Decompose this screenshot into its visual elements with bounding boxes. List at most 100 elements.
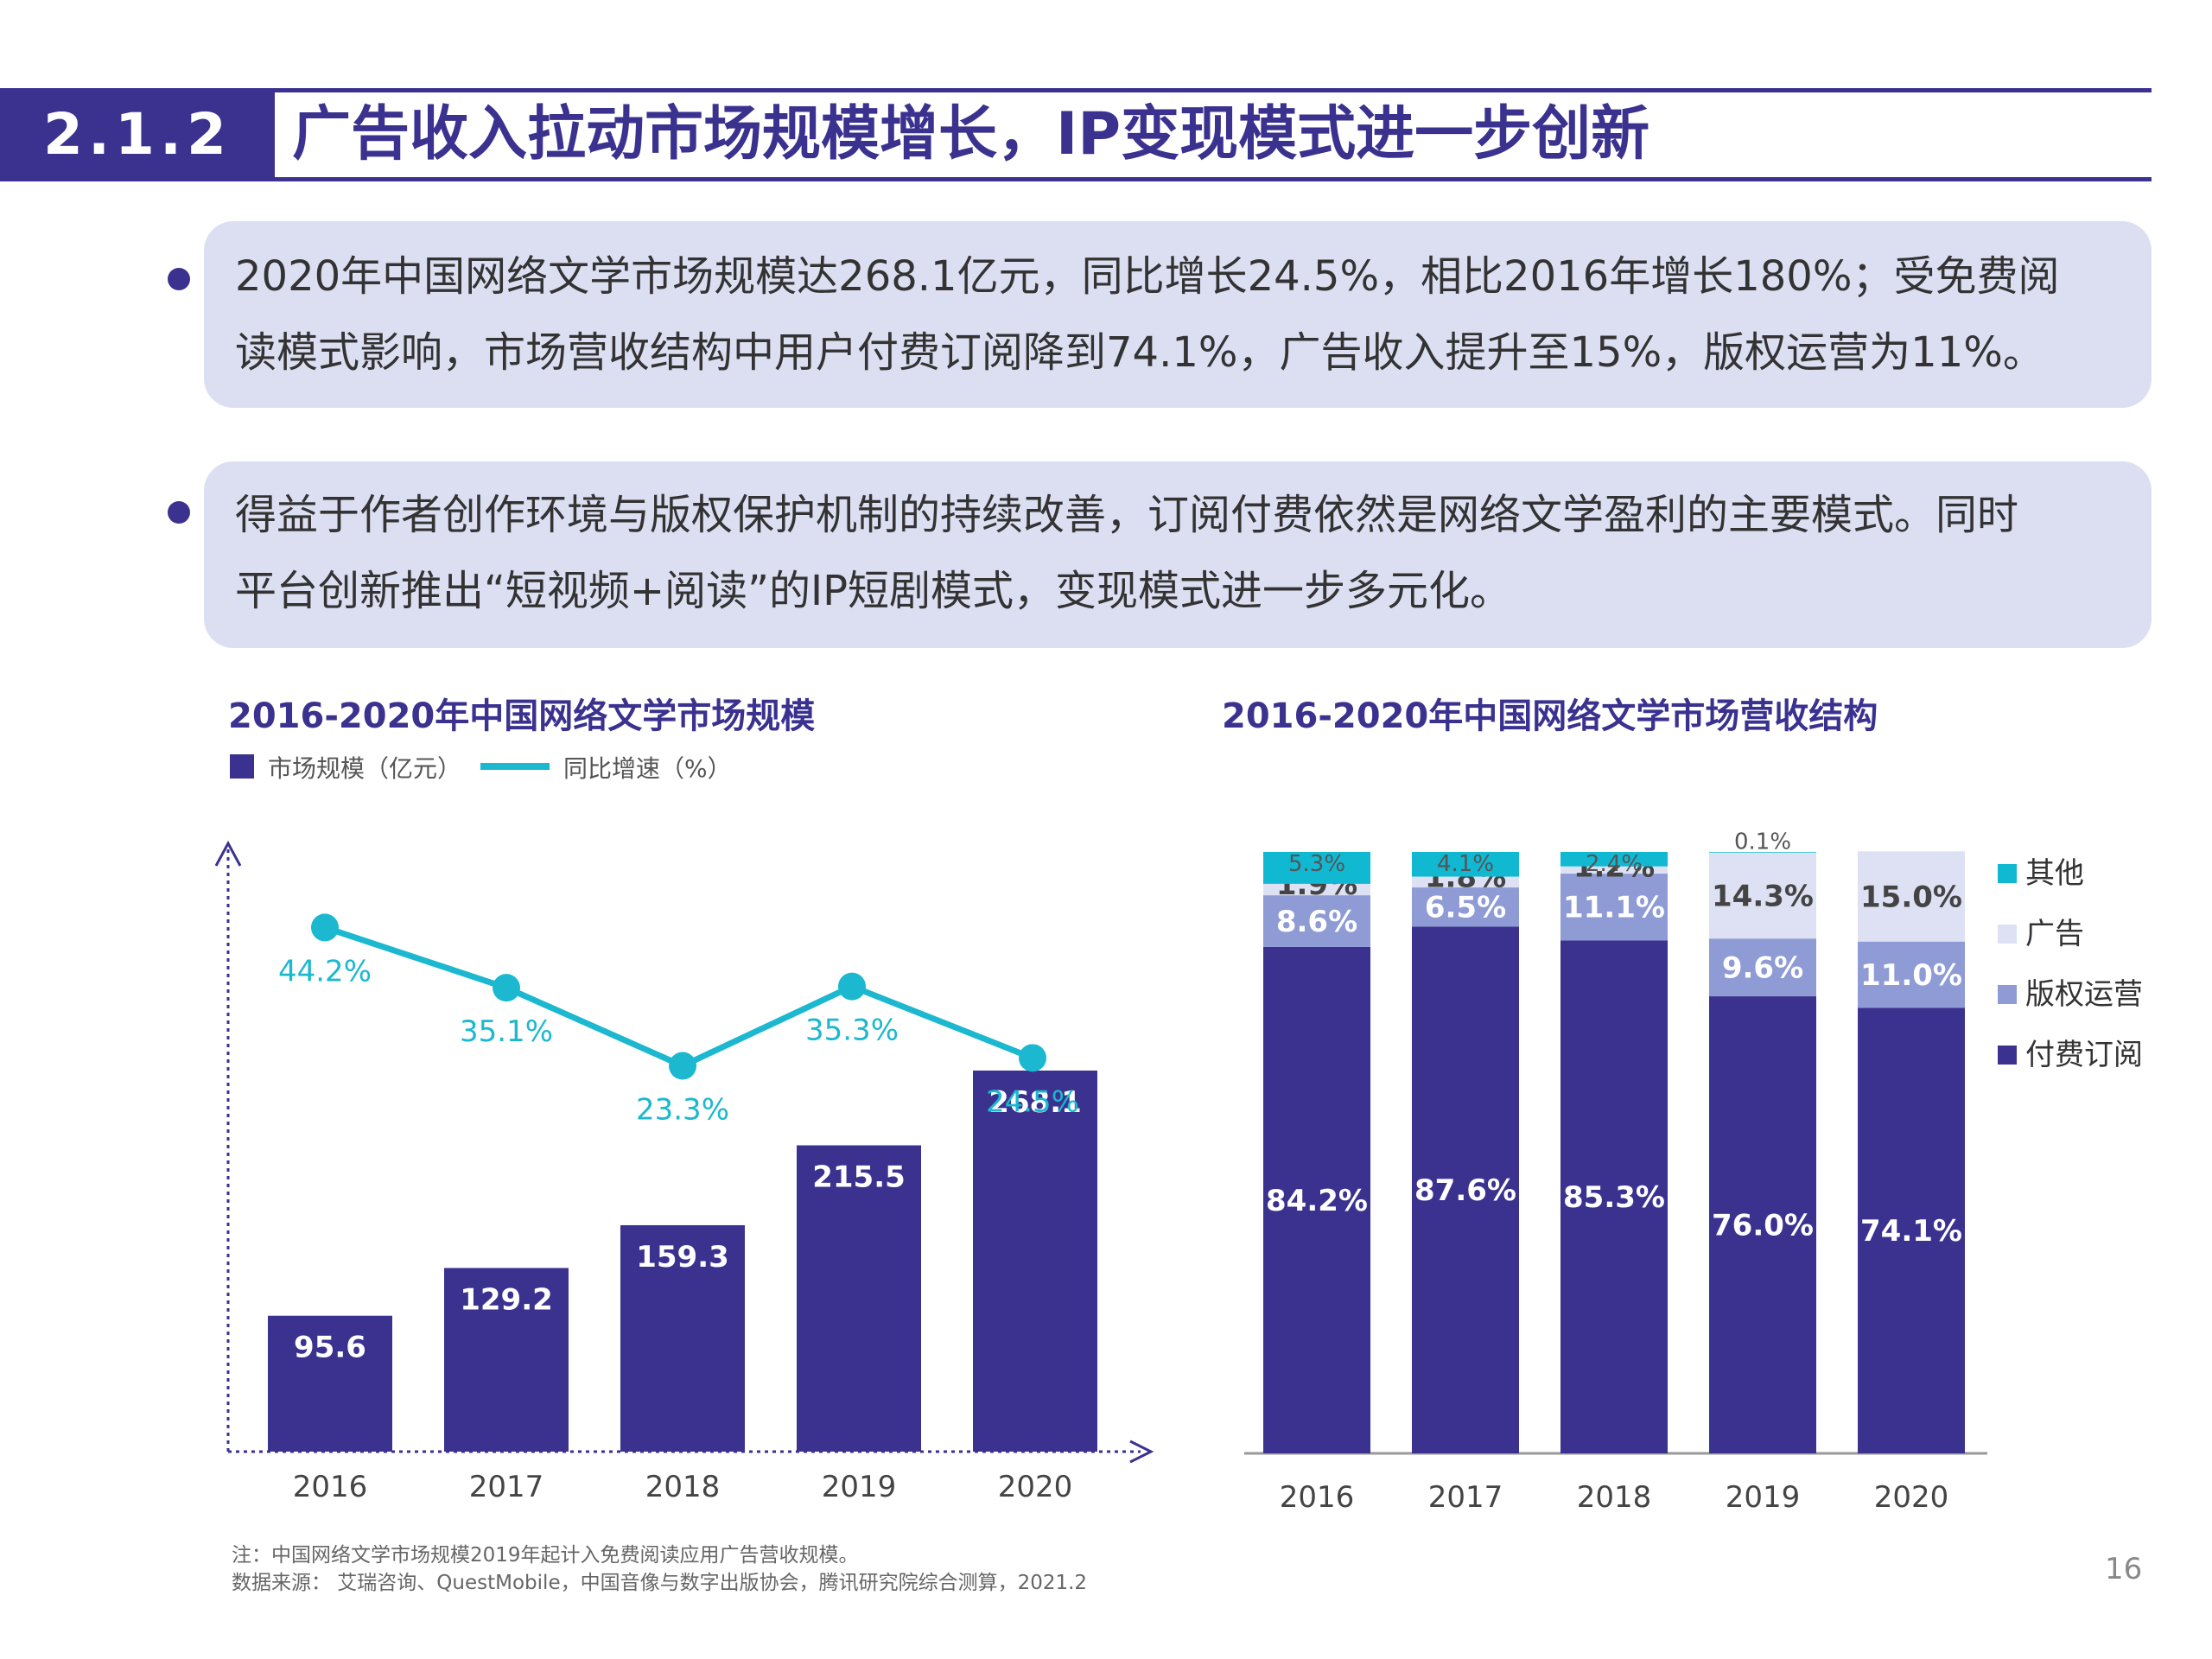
legend-label-版权运营: 版权运营 <box>2025 977 2143 1012</box>
summary-panel-2: 得益于作者创作环境与版权保护机制的持续改善，订阅付费依然是网络文学盈利的主要模式… <box>204 461 2152 648</box>
legend-swatch-付费订阅 <box>1998 1046 2017 1065</box>
title-rule-bottom <box>275 177 2152 181</box>
segment-label-版权运营-2016: 8.6% <box>1276 905 1357 939</box>
panel-2-line-2: 平台创新推出“短视频+阅读”的IP短剧模式，变现模式进一步多元化。 <box>235 567 1512 615</box>
segment-label-版权运营-2020: 11.0% <box>1860 958 1962 993</box>
x-tick-2016: 2016 <box>1280 1480 1355 1515</box>
segment-其他-2017 <box>1412 852 1519 877</box>
revenue-structure-chart: 84.2%8.6%1.9%5.3%201687.6%6.5%1.8%4.1%20… <box>1244 830 2143 1515</box>
bar-2020 <box>973 1070 1097 1452</box>
legend-label-付费订阅: 付费订阅 <box>2025 1038 2143 1072</box>
segment-广告-2019 <box>1709 852 1816 939</box>
x-tick-2016: 2016 <box>293 1470 368 1504</box>
bullet-dot <box>168 268 190 290</box>
panel-2-line-1: 得益于作者创作环境与版权保护机制的持续改善，订阅付费依然是网络文学盈利的主要模式… <box>235 491 2019 539</box>
footnote-note: 注：中国网络文学市场规模2019年起计入免费阅读应用广告营收规模。 <box>232 1544 859 1567</box>
section-number-block <box>0 88 275 181</box>
segment-广告-2018 <box>1560 866 1668 874</box>
segment-其他-2019 <box>1709 852 1816 853</box>
panel-1-line-1: 2020年中国网络文学市场规模达268.1亿元，同比增长24.5%，相比2016… <box>235 252 2060 301</box>
bar-label-2020: 268.1 <box>988 1085 1082 1120</box>
segment-版权运营-2018 <box>1560 874 1668 941</box>
panel-1-line-2: 读模式影响，市场营收结构中用户付费订阅降到74.1%，广告收入提升至15%，版权… <box>235 328 2044 377</box>
x-tick-2020: 2020 <box>1874 1480 1949 1515</box>
growth-label-2017: 35.1% <box>460 1014 553 1049</box>
segment-广告-2020 <box>1858 851 1965 942</box>
bar-label-2018: 159.3 <box>636 1240 729 1274</box>
segment-label-其他-2016: 5.3% <box>1288 851 1345 877</box>
growth-label-2018: 23.3% <box>636 1093 729 1128</box>
chart-2-title: 2016-2020年中国网络文学市场营收结构 <box>1222 696 1878 736</box>
bar-label-2016: 95.6 <box>294 1331 366 1365</box>
segment-label-版权运营-2019: 9.6% <box>1722 951 1803 986</box>
segment-label-广告-2020: 15.0% <box>1860 880 1962 915</box>
x-tick-2017: 2017 <box>1428 1480 1503 1515</box>
segment-label-其他-2018: 2.4% <box>1586 851 1643 877</box>
bar-2016 <box>268 1315 392 1452</box>
legend-swatch-版权运营 <box>1998 985 2017 1004</box>
segment-版权运营-2016 <box>1263 895 1370 947</box>
footnote-source: 数据来源： 艾瑞咨询、QuestMobile，中国音像与数字出版协会，腾讯研究院… <box>232 1572 1088 1594</box>
bar-label-2019: 215.5 <box>812 1160 906 1195</box>
legend-swatch-market-size <box>230 754 254 779</box>
segment-label-版权运营-2017: 6.5% <box>1425 891 1506 925</box>
legend-label-其他: 其他 <box>2025 856 2084 891</box>
x-tick-2017: 2017 <box>469 1470 544 1504</box>
legend-swatch-广告 <box>1998 925 2017 944</box>
growth-point-2020 <box>1019 1044 1046 1072</box>
x-axis-arrow <box>1129 1440 1154 1464</box>
segment-label-其他-2019: 0.1% <box>1734 830 1791 855</box>
y-axis-arrow <box>214 840 242 867</box>
segment-其他-2018 <box>1560 852 1668 867</box>
segment-付费订阅-2020 <box>1858 1007 1965 1453</box>
segment-版权运营-2017 <box>1412 887 1519 927</box>
segment-label-付费订阅-2019: 76.0% <box>1712 1209 1814 1243</box>
segment-版权运营-2019 <box>1709 938 1816 997</box>
segment-label-付费订阅-2018: 85.3% <box>1563 1180 1665 1215</box>
segment-付费订阅-2016 <box>1263 946 1370 1453</box>
legend-label-广告: 广告 <box>2025 917 2084 951</box>
segment-label-版权运营-2018: 11.1% <box>1563 891 1665 925</box>
segment-广告-2016 <box>1263 883 1370 896</box>
chart-1-title: 2016-2020年中国网络文学市场规模 <box>228 696 816 736</box>
bar-2019 <box>797 1145 921 1452</box>
summary-panel-1: 2020年中国网络文学市场规模达268.1亿元，同比增长24.5%，相比2016… <box>204 221 2152 408</box>
segment-label-付费订阅-2016: 84.2% <box>1266 1184 1368 1218</box>
growth-point-2016 <box>311 913 339 942</box>
growth-label-2016: 44.2% <box>278 954 372 988</box>
segment-付费订阅-2019 <box>1709 996 1816 1453</box>
legend-swatch-growth <box>480 763 550 770</box>
bar-2017 <box>444 1268 569 1452</box>
segment-广告-2017 <box>1412 876 1519 888</box>
segment-label-付费订阅-2017: 87.6% <box>1414 1173 1516 1208</box>
growth-point-2018 <box>669 1052 696 1080</box>
growth-label-2020: 24.5% <box>986 1084 1079 1119</box>
segment-付费订阅-2017 <box>1412 926 1519 1453</box>
x-tick-2020: 2020 <box>998 1470 1073 1504</box>
growth-line <box>323 925 1034 1070</box>
growth-point-2017 <box>493 974 520 1002</box>
bar-2018 <box>620 1224 745 1452</box>
segment-版权运营-2020 <box>1858 941 1965 1008</box>
legend-label-market-size: 市场规模（亿元） <box>268 754 462 783</box>
title-rule-top <box>275 88 2152 92</box>
page-number: 16 <box>2105 1552 2143 1586</box>
segment-label-广告-2019: 14.3% <box>1712 879 1814 913</box>
x-tick-2018: 2018 <box>1577 1480 1652 1515</box>
x-tick-2019: 2019 <box>1726 1480 1801 1515</box>
x-tick-2019: 2019 <box>822 1470 897 1504</box>
page-title: 广告收入拉动市场规模增长，IP变现模式进一步创新 <box>292 100 1650 168</box>
market-size-chart: 95.6 2016 129.2 2017 159.3 2018 215.5 2019 268.1… <box>214 840 1154 1504</box>
growth-label-2019: 35.3% <box>805 1014 899 1048</box>
section-number: 2.1.2 <box>43 101 232 168</box>
segment-label-其他-2017: 4.1% <box>1437 851 1494 877</box>
bar-label-2017: 129.2 <box>460 1282 553 1317</box>
legend-swatch-其他 <box>1998 864 2017 883</box>
segment-label-付费订阅-2020: 74.1% <box>1860 1214 1962 1249</box>
growth-point-2019 <box>838 972 866 1001</box>
bullet-dot <box>168 501 190 524</box>
x-tick-2018: 2018 <box>645 1470 721 1504</box>
segment-付费订阅-2018 <box>1560 940 1668 1453</box>
legend-label-growth: 同比增速（%） <box>563 754 732 783</box>
segment-其他-2016 <box>1263 852 1370 884</box>
